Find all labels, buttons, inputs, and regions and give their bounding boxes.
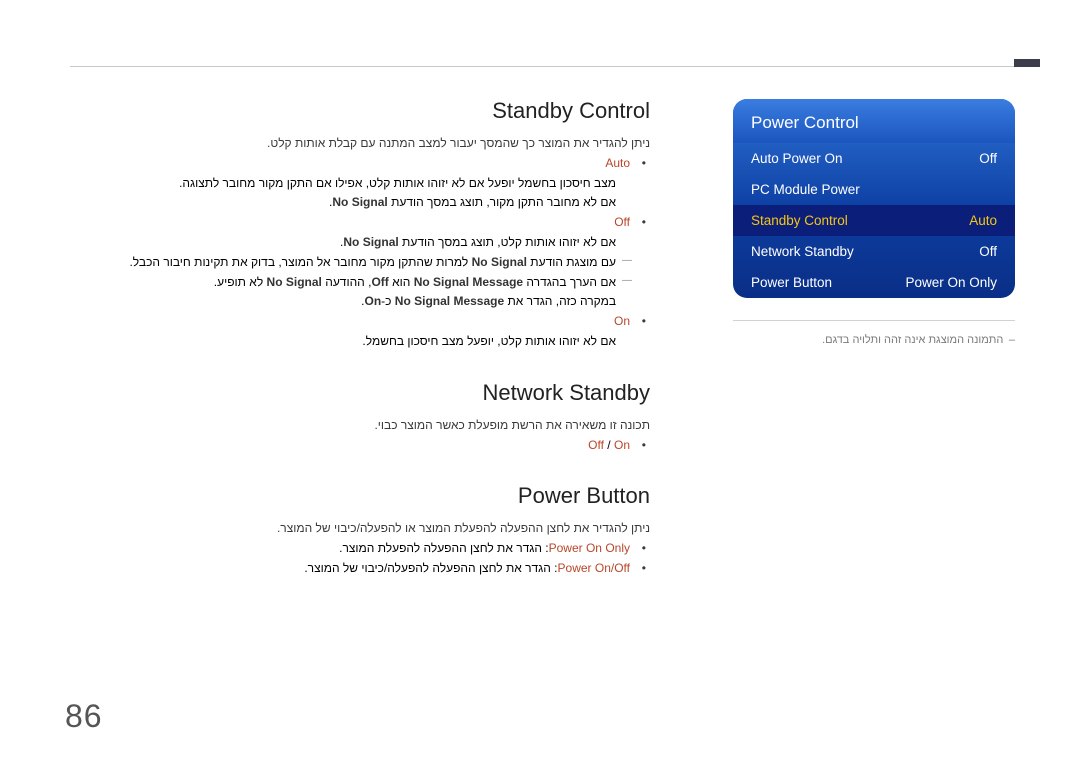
- text: אם לא מחובר התקן מקור, תוצג במסך הודעת: [388, 195, 616, 209]
- menu-value: Off: [979, 244, 997, 259]
- keyword-no-signal: No Signal: [267, 275, 322, 289]
- keyword-on: On: [364, 294, 381, 308]
- page-number: 86: [65, 698, 103, 735]
- keyword-nsm: No Signal Message: [395, 294, 504, 308]
- section-standby-control: Standby Control ניתן להגדיר את המוצר כך …: [70, 98, 650, 352]
- menu-label: Auto Power On: [751, 151, 843, 166]
- keyword-on: On: [614, 438, 630, 452]
- menu-label: Standby Control: [751, 213, 848, 228]
- keyword-off: Off: [371, 275, 388, 289]
- text: לא תופיע.: [214, 275, 267, 289]
- off-desc: אם לא יזוהו אותות קלט, תוצג במסך הודעת N…: [70, 233, 650, 253]
- text: למרות שהתקן מקור מחובר אל המוצר, בדוק את…: [129, 255, 471, 269]
- text: , ההודעה: [322, 275, 372, 289]
- keyword-off: Off: [614, 215, 630, 229]
- menu-row-pc-module-power[interactable]: PC Module Power: [733, 174, 1015, 205]
- text: אם הערך בהגדרה: [523, 275, 616, 289]
- auto-sub: אם לא מחובר התקן מקור, תוצג במסך הודעת N…: [70, 193, 650, 213]
- section-network-standby: Network Standby תכונה זו משאירה את הרשת …: [70, 380, 650, 456]
- bullet-on: On: [70, 312, 650, 332]
- menu-row-power-button[interactable]: Power Button Power On Only: [733, 267, 1015, 298]
- off-sub2: אם הערך בהגדרה No Signal Message הוא Off…: [70, 273, 650, 293]
- panel-title: Power Control: [733, 99, 1015, 143]
- text: : הגדר את לחצן ההפעלה להפעלה/כיבוי של המ…: [304, 561, 557, 575]
- auto-desc: מצב חיסכון בחשמל יופעל אם לא יזוהו אותות…: [70, 174, 650, 194]
- keyword-nsm: No Signal Message: [414, 275, 523, 289]
- text: אם לא יזוהו אותות קלט, תוצג במסך הודעת: [399, 235, 616, 249]
- section-intro: ניתן להגדיר את המוצר כך שהמסך יעבור למצב…: [70, 134, 650, 154]
- text: : הגדר את לחצן ההפעלה להפעלת המוצר.: [339, 541, 549, 555]
- section-title: Power Button: [70, 483, 650, 509]
- on-desc: אם לא יזוהו אותות קלט, יופעל מצב חיסכון …: [70, 332, 650, 352]
- menu-label: Network Standby: [751, 244, 854, 259]
- bullet-auto: Auto: [70, 154, 650, 174]
- section-power-button: Power Button ניתן להגדיר את לחצן ההפעלה …: [70, 483, 650, 578]
- off-sub3: במקרה כזה, הגדר את No Signal Message כ-O…: [70, 292, 650, 312]
- menu-label: Power Button: [751, 275, 832, 290]
- keyword-no-signal: No Signal: [332, 195, 387, 209]
- section-intro: תכונה זו משאירה את הרשת מופעלת כאשר המוצ…: [70, 416, 650, 436]
- menu-row-network-standby[interactable]: Network Standby Off: [733, 236, 1015, 267]
- text: כ-: [381, 294, 395, 308]
- menu-value: Power On Only: [905, 275, 997, 290]
- main-content: Standby Control ניתן להגדיר את המוצר כך …: [70, 98, 650, 607]
- keyword-auto: Auto: [605, 156, 630, 170]
- section-title: Standby Control: [70, 98, 650, 124]
- menu-value: Off: [979, 151, 997, 166]
- keyword-no-signal: No Signal: [472, 255, 527, 269]
- separator: /: [604, 438, 614, 452]
- power-control-panel: Power Control Auto Power On Off PC Modul…: [733, 99, 1015, 298]
- horizontal-rule: [70, 66, 1040, 67]
- menu-label: PC Module Power: [751, 182, 860, 197]
- section-intro: ניתן להגדיר את לחצן ההפעלה להפעלת המוצר …: [70, 519, 650, 539]
- caption-rule: [733, 320, 1015, 321]
- text: הוא: [389, 275, 414, 289]
- keyword-power-on-off: Power On/Off: [558, 561, 630, 575]
- keyword-on: On: [614, 314, 630, 328]
- bullet-power-on-off: Power On/Off: הגדר את לחצן ההפעלה להפעלה…: [70, 559, 650, 579]
- rule-accent: [1014, 59, 1040, 67]
- bullet-off: Off: [70, 213, 650, 233]
- bullet-power-on-only: Power On Only: הגדר את לחצן ההפעלה להפעל…: [70, 539, 650, 559]
- keyword-off: Off: [588, 438, 604, 452]
- bullet-off-on: Off / On: [70, 436, 650, 456]
- text: במקרה כזה, הגדר את: [504, 294, 616, 308]
- menu-value: Auto: [969, 213, 997, 228]
- menu-row-auto-power-on[interactable]: Auto Power On Off: [733, 143, 1015, 174]
- text: עם מוצגת הודעת: [527, 255, 616, 269]
- keyword-no-signal: No Signal: [343, 235, 398, 249]
- panel-caption: – התמונה המוצגת אינה זהה ותלויה בדגם.: [733, 334, 1015, 346]
- section-title: Network Standby: [70, 380, 650, 406]
- off-sub1: עם מוצגת הודעת No Signal למרות שהתקן מקו…: [70, 253, 650, 273]
- keyword-power-on-only: Power On Only: [549, 541, 630, 555]
- menu-row-standby-control[interactable]: Standby Control Auto: [733, 205, 1015, 236]
